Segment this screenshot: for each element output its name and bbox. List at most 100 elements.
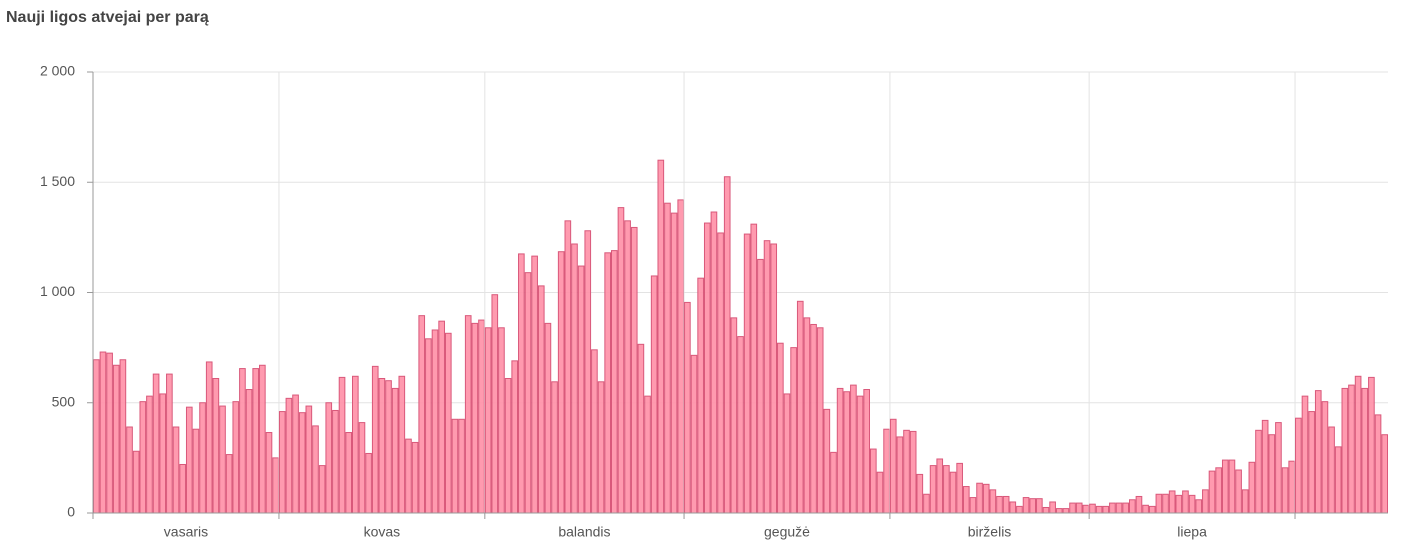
bar <box>225 454 233 514</box>
bar <box>478 319 485 514</box>
bar <box>99 351 107 514</box>
bar <box>630 226 638 514</box>
bar <box>996 495 1003 514</box>
bar <box>1334 446 1342 514</box>
bar <box>1308 411 1315 514</box>
bar <box>1314 390 1322 514</box>
bar <box>803 317 811 514</box>
bar <box>1102 505 1110 514</box>
bar <box>305 405 313 514</box>
bar <box>1288 460 1296 514</box>
bar <box>1261 419 1269 514</box>
bar <box>710 211 718 514</box>
y-tick-label: 1 500 <box>40 173 75 189</box>
bar <box>1202 489 1209 514</box>
bar <box>1328 426 1335 514</box>
bar <box>1082 504 1090 514</box>
bar <box>856 395 864 514</box>
bar <box>119 359 127 514</box>
bar <box>464 315 472 514</box>
bar <box>378 377 386 514</box>
bar <box>571 243 578 514</box>
bar <box>730 317 738 514</box>
bar <box>1062 508 1070 514</box>
bar <box>1022 497 1030 514</box>
bar <box>956 462 963 514</box>
bar <box>757 258 764 514</box>
bar <box>358 422 366 514</box>
bar <box>411 441 419 514</box>
bar <box>597 381 605 514</box>
bar <box>903 429 910 514</box>
bar <box>292 394 299 514</box>
bar <box>929 465 937 514</box>
bar <box>112 364 120 514</box>
bar <box>1175 494 1183 514</box>
bar <box>790 347 797 514</box>
y-tick-label: 0 <box>67 504 75 520</box>
bar <box>179 463 186 514</box>
bar <box>172 426 180 514</box>
bar <box>863 389 870 514</box>
bar <box>777 342 784 514</box>
bar <box>763 240 771 514</box>
bar <box>491 294 499 514</box>
bar <box>584 230 592 514</box>
bar <box>1129 499 1136 514</box>
bar <box>1321 401 1329 514</box>
bar <box>717 232 724 514</box>
bar <box>444 332 452 514</box>
bar <box>139 401 147 514</box>
bar <box>1341 387 1349 514</box>
bar <box>272 457 279 514</box>
bar <box>657 159 665 514</box>
bar <box>1002 495 1010 514</box>
bar <box>345 432 353 514</box>
bar <box>252 368 260 514</box>
bar <box>1049 501 1056 514</box>
bar <box>909 430 917 514</box>
bar <box>1055 508 1063 514</box>
bar <box>1255 429 1262 514</box>
bar <box>498 327 505 514</box>
bar <box>219 405 226 514</box>
bar <box>684 301 691 514</box>
bar <box>451 418 459 514</box>
bar <box>458 418 465 514</box>
bar <box>637 343 645 514</box>
bar <box>504 377 512 514</box>
bar <box>1075 502 1083 514</box>
bar <box>557 251 565 514</box>
bar <box>318 465 326 514</box>
x-tick-label: gegužė <box>764 524 810 540</box>
bar <box>989 489 997 514</box>
bar <box>298 412 306 514</box>
bar <box>1228 459 1236 514</box>
bar <box>1208 470 1216 514</box>
bar <box>889 418 897 514</box>
bar <box>677 199 685 514</box>
bar <box>843 391 851 514</box>
bar <box>544 322 552 514</box>
bar <box>883 428 890 514</box>
bar <box>1089 503 1096 514</box>
bar <box>1109 502 1116 514</box>
bar <box>245 389 253 514</box>
bar <box>1155 493 1163 514</box>
x-tick-label: birželis <box>968 524 1012 540</box>
bar <box>365 452 372 514</box>
bar <box>1135 495 1143 514</box>
bar <box>611 250 618 514</box>
bar <box>1215 467 1222 514</box>
y-tick-label: 2 000 <box>40 63 75 79</box>
y-tick-label: 1 000 <box>40 283 75 299</box>
bar <box>285 397 293 514</box>
bar <box>670 212 678 514</box>
bar <box>810 323 817 514</box>
bar <box>624 220 631 514</box>
bar <box>816 327 824 514</box>
bar <box>1115 502 1123 514</box>
bar <box>1142 504 1149 514</box>
bar <box>166 373 173 514</box>
